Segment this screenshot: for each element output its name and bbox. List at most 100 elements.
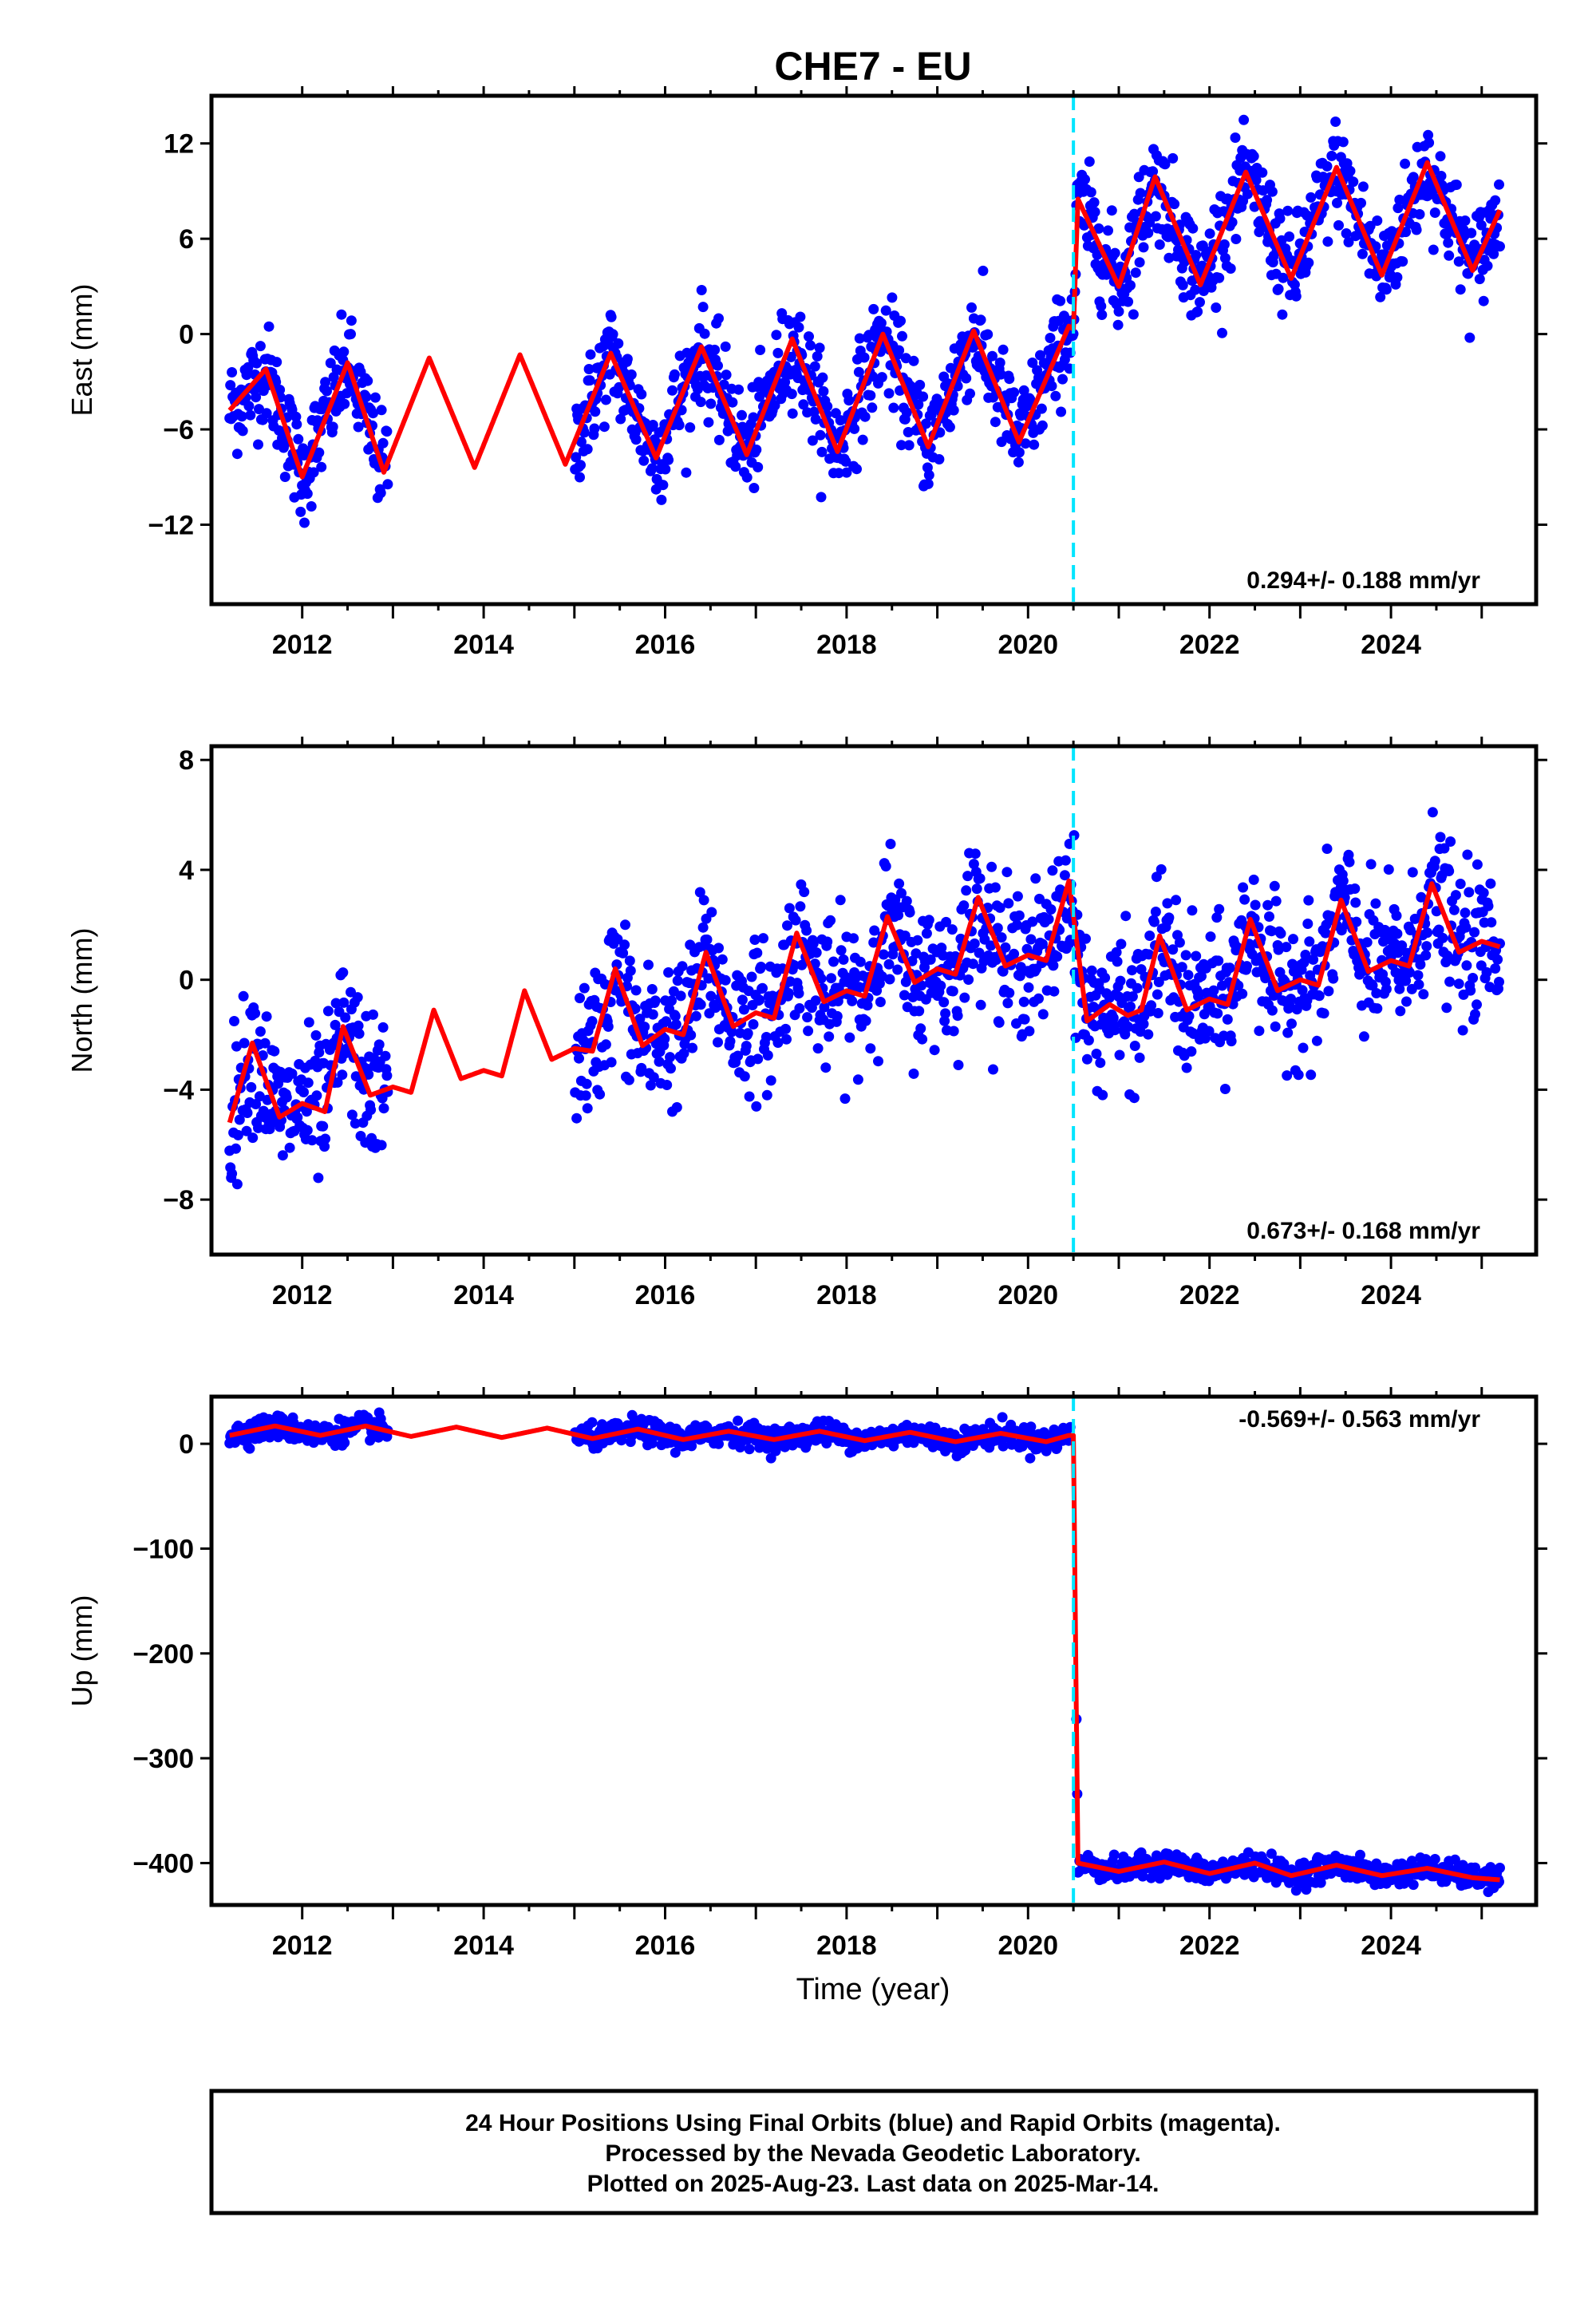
east-data-point (859, 411, 871, 422)
east-data-point (1474, 274, 1485, 285)
east-data-point (1192, 306, 1203, 317)
east-data-point (787, 408, 798, 419)
north-data-point (619, 939, 630, 951)
footer-line-3: Plotted on 2025-Aug-23. Last data on 202… (587, 2171, 1159, 2197)
north-data-point (744, 1091, 755, 1102)
east-data-point (291, 419, 302, 430)
east-data-point (1231, 234, 1242, 244)
north-data-point (784, 903, 795, 914)
north-data-point (1091, 1049, 1102, 1059)
east-data-point (1284, 231, 1295, 242)
east-data-point (630, 434, 642, 445)
north-data-point (899, 990, 910, 1001)
north-data-point (1448, 904, 1460, 915)
east-data-point (1088, 197, 1100, 208)
north-data-point (947, 986, 958, 997)
footer-frame (209, 2089, 1539, 2215)
east-data-point (753, 461, 764, 472)
up-y-axis-label: Up (mm) (65, 1595, 98, 1707)
north-data-point (1069, 830, 1080, 841)
north-data-point (884, 974, 895, 985)
north-x-tick-label: 2016 (635, 1280, 696, 1310)
north-y-tick-label: −8 (163, 1185, 194, 1215)
up-data-point (1429, 1854, 1440, 1864)
up-x-tick-label: 2022 (1179, 1931, 1240, 1961)
north-data-point (790, 915, 801, 926)
north-data-point (788, 960, 800, 970)
east-y-tick-label: 6 (179, 224, 194, 255)
north-data-point (255, 1026, 266, 1037)
east-data-point (1375, 291, 1386, 302)
east-data-point (1266, 186, 1278, 197)
north-data-point (1014, 970, 1025, 982)
east-data-point (237, 425, 248, 437)
east-data-point (1013, 447, 1025, 458)
east-x-tick-label: 2012 (272, 630, 333, 660)
east-data-point (1036, 403, 1047, 414)
north-data-point (1143, 1029, 1154, 1040)
north-data-point (646, 984, 658, 994)
east-data-point (376, 405, 387, 416)
east-data-point (607, 329, 618, 340)
east-data-point (339, 398, 350, 409)
east-data-point (346, 329, 356, 340)
up-y-tick-label: −200 (132, 1639, 194, 1670)
east-data-point (730, 461, 741, 472)
east-data-point (875, 318, 887, 329)
east-data-point (302, 488, 313, 500)
east-data-point (1330, 117, 1341, 127)
north-data-point (1123, 1022, 1134, 1033)
east-data-point (771, 330, 782, 341)
east-data-point (1277, 309, 1288, 320)
north-data-point (996, 932, 1007, 943)
east-data-point (903, 427, 914, 437)
north-data-point (330, 998, 342, 1009)
east-data-point (1250, 175, 1262, 186)
east-y-tick-label: 12 (164, 129, 194, 160)
north-data-point (1095, 1057, 1106, 1069)
east-data-point (1093, 223, 1104, 234)
east-data-point (888, 402, 899, 413)
east-data-point (1227, 217, 1238, 227)
north-data-point (992, 923, 1003, 934)
north-data-point (1045, 904, 1057, 915)
east-plot-frame (209, 93, 1539, 607)
east-data-point (382, 479, 393, 490)
north-data-point (322, 1006, 334, 1017)
east-data-point (1423, 129, 1434, 140)
east-data-point (1125, 280, 1136, 290)
north-data-point (1262, 899, 1274, 911)
north-data-point (281, 1092, 292, 1103)
east-data-point (1138, 242, 1149, 253)
east-data-point (1274, 213, 1286, 224)
east-data-point (948, 405, 959, 416)
up-data-points (224, 1407, 1505, 1898)
north-data-point (1300, 950, 1311, 960)
east-data-point (1488, 248, 1499, 259)
east-data-point (795, 311, 806, 322)
east-data-point (1106, 205, 1117, 216)
east-data-point (895, 315, 906, 326)
north-data-point (959, 992, 970, 1003)
east-data-point (1109, 247, 1120, 259)
east-data-point (733, 384, 745, 395)
north-data-point (701, 934, 713, 945)
north-data-point (1311, 1035, 1322, 1046)
north-data-point (958, 900, 970, 911)
north-data-point (246, 1081, 257, 1093)
north-data-point (783, 988, 794, 998)
north-data-point (795, 901, 806, 912)
north-data-point (1128, 1093, 1140, 1104)
north-data-point (986, 940, 997, 951)
north-data-point (1281, 942, 1292, 953)
north-data-point (796, 959, 808, 970)
east-data-point (261, 408, 272, 419)
north-data-point (606, 1057, 617, 1068)
north-data-point (643, 959, 654, 970)
north-data-point (363, 1069, 374, 1080)
east-data-point (1258, 185, 1269, 196)
east-data-point (1348, 176, 1359, 188)
north-data-point (1226, 1036, 1237, 1047)
north-x-tick-label: 2022 (1179, 1280, 1240, 1310)
north-data-point (710, 1002, 721, 1014)
